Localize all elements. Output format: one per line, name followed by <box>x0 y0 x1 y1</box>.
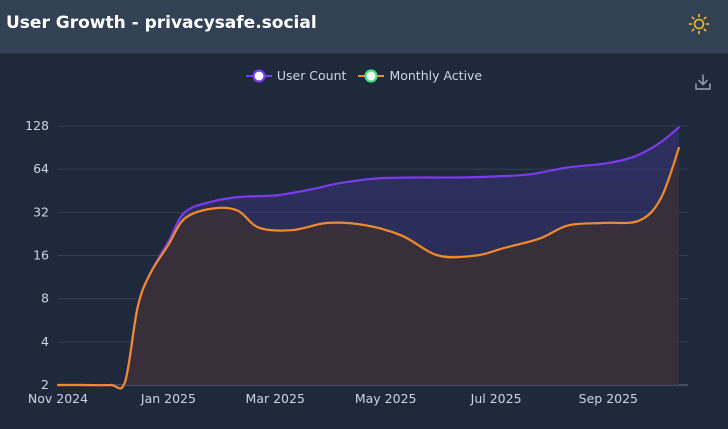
legend-item-user-count[interactable]: User Count <box>245 68 347 83</box>
legend-label: Monthly Active <box>389 68 483 83</box>
y-tick-label: 2 <box>41 377 49 392</box>
x-tick-label: Sep 2025 <box>579 391 638 406</box>
download-icon[interactable] <box>694 73 712 91</box>
sun-icon[interactable] <box>688 13 710 35</box>
y-tick-label: 32 <box>33 204 49 219</box>
x-tick-label: Mar 2025 <box>246 391 305 406</box>
download-icon-graphic <box>695 74 711 90</box>
y-tick-label: 4 <box>41 334 49 349</box>
x-tick-label: Jan 2025 <box>140 391 196 406</box>
x-tick-label: Jul 2025 <box>470 391 522 406</box>
line-chart: 2 4 8 16 32 64 128 Nov 2024 Jan 2025 Mar 2025 May … <box>25 118 688 406</box>
chart-container: 2 4 8 16 32 64 128 Nov 2024 Jan 2025 Mar 2025 May … <box>0 54 728 429</box>
x-tick-label: May 2025 <box>355 391 417 406</box>
series-line-monthly-active <box>56 146 680 390</box>
legend-marker-user-count <box>245 68 272 83</box>
y-tick-label: 64 <box>33 161 49 176</box>
x-tick-label: Nov 2024 <box>28 391 88 406</box>
header: User Growth - privacysafe.social <box>0 0 728 54</box>
series-area-monthly-active <box>58 147 679 389</box>
chart-legend: User Count Monthly Active <box>0 68 728 83</box>
legend-item-monthly-active[interactable]: Monthly Active <box>358 68 482 83</box>
sun-icon-graphic <box>688 13 710 35</box>
page-title: User Growth - privacysafe.social <box>6 13 317 33</box>
y-tick-label: 16 <box>33 248 49 263</box>
y-tick-label: 8 <box>41 291 49 306</box>
legend-label: User Count <box>276 68 347 83</box>
legend-marker-monthly-active <box>358 68 385 83</box>
y-tick-label: 128 <box>25 118 49 133</box>
